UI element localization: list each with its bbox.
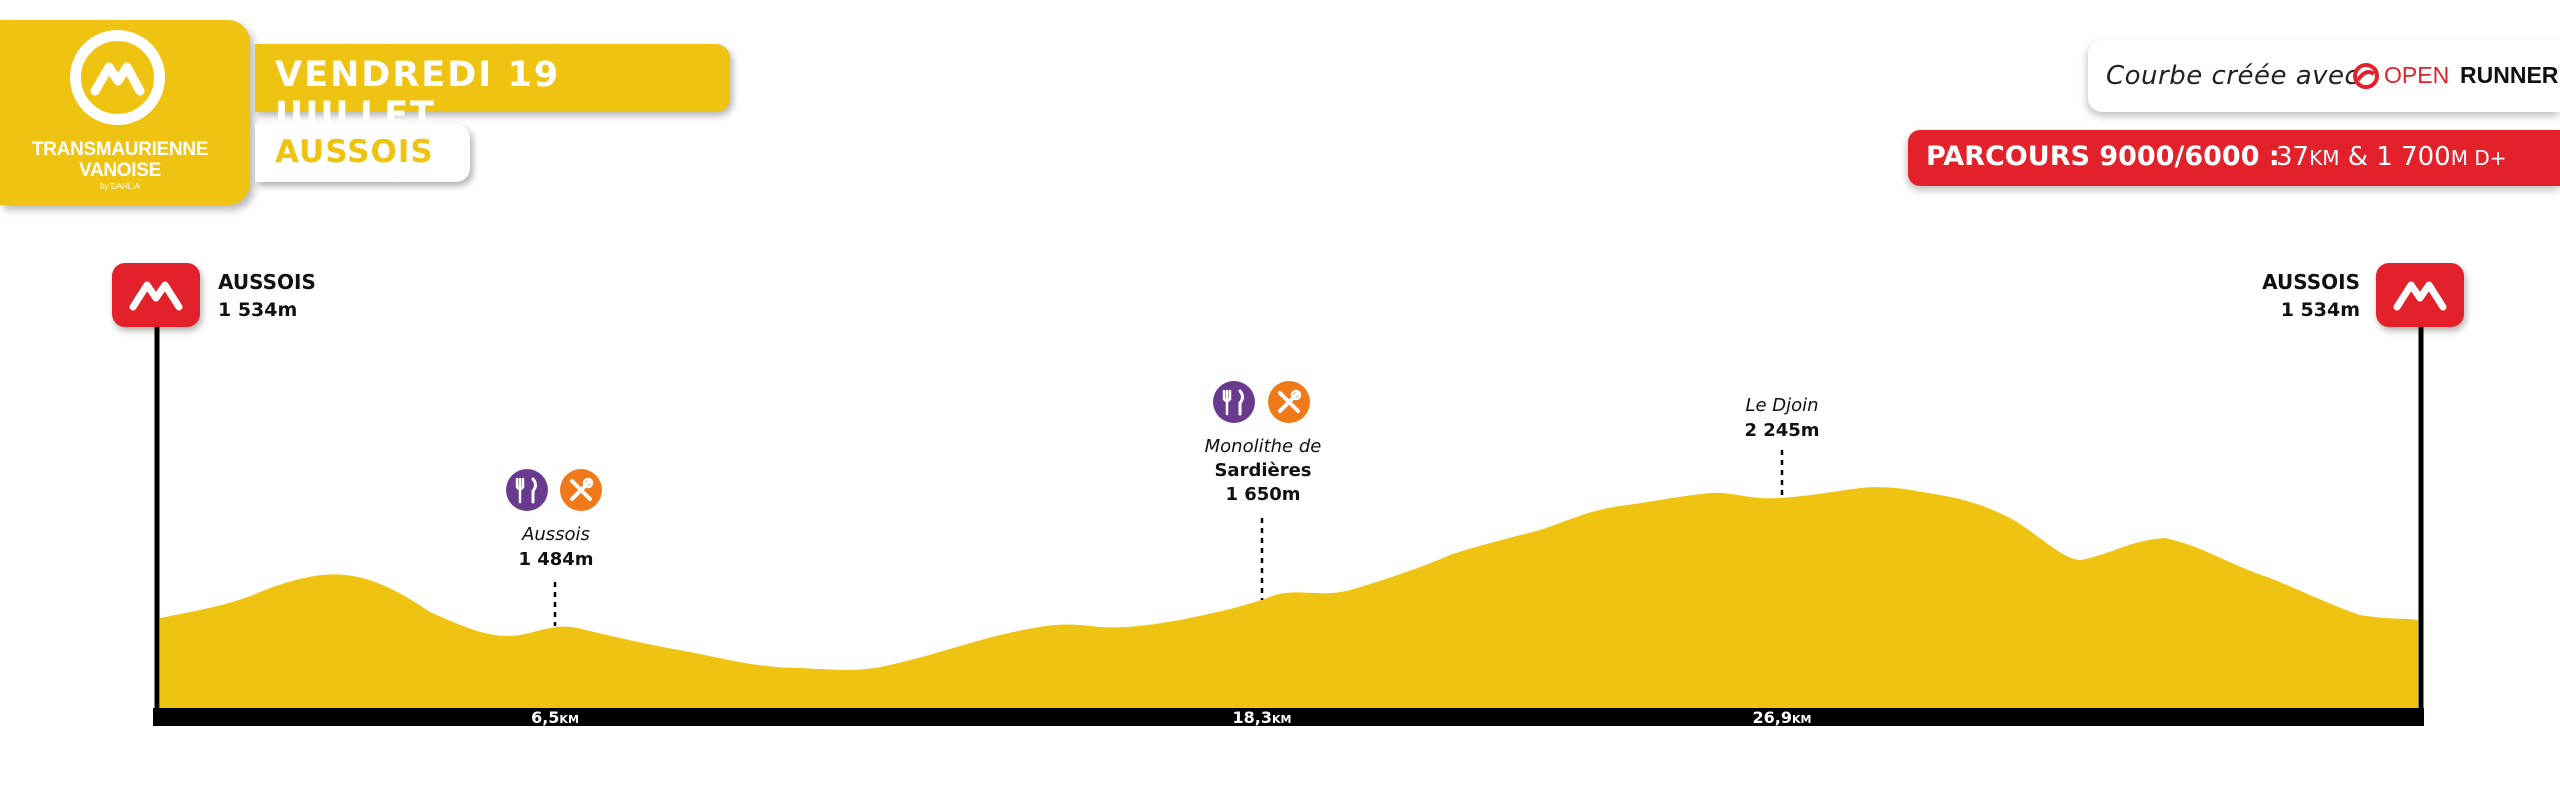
date-banner: VENDREDI 19 JUILLET [255,44,730,135]
elevation-area [160,487,2418,710]
finish-name: AUSSOIS [2262,270,2360,294]
course-banner: PARCOURS 9000/6000 : 37KM & 1 700M D+ [1908,130,2560,186]
event-date: VENDREDI 19 JUILLET [275,55,561,135]
openrunner-credit: Courbe créée avec OPEN RUNNER [2088,40,2560,112]
logo-tagline: by DAHLIA [100,182,140,191]
mountain-icon [129,281,183,311]
course-distance: 37 [2276,142,2310,172]
km-label-2: 18,3KM [1232,708,1292,727]
logo-line2: VANOISE [78,160,161,181]
distance-axis [153,708,2424,726]
repair-icon [1268,381,1310,423]
waypoint-1-name: Aussois [522,524,590,545]
waypoint-2-name-line1: Monolithe de [1204,436,1322,457]
start-altitude: 1 534m [218,299,298,321]
food-icon [506,469,548,511]
logo-mountain-icon [70,30,165,125]
event-location: AUSSOIS [275,134,434,170]
credit-text: Courbe créée avec [2106,61,2360,91]
openrunner-logo-icon [2352,62,2380,90]
finish-marker [2376,263,2464,327]
waypoint-1-altitude: 1 484m [518,549,594,570]
finish-label: AUSSOIS 1 534m [2200,268,2360,324]
course-stats: 37KM & 1 700M D+ [2276,142,2507,172]
brand-runner: RUNNER [2460,62,2559,88]
waypoint-2-altitude: 1 650m [1225,484,1301,505]
course-name: PARCOURS 9000/6000 : [1926,141,2280,172]
course-elevation-unit: M D+ [2450,146,2507,170]
finish-altitude: 1 534m [2280,299,2360,321]
food-icon [1213,381,1255,423]
course-separator: & [2347,142,2369,172]
km-label-3: 26,9KM [1752,708,1812,727]
brand-open: OPEN [2384,62,2450,88]
start-label: AUSSOIS 1 534m [218,268,316,324]
waypoint-3-name: Le Djoin [1745,395,1819,416]
mountain-icon [2393,281,2447,311]
location-banner: AUSSOIS [255,124,470,182]
start-name: AUSSOIS [218,270,316,294]
waypoint-3-altitude: 2 245m [1744,420,1820,441]
start-marker [112,263,200,327]
logo-line1: TRANSMAURIENNE [31,139,209,160]
waypoint-2-name-line2: Sardières [1214,460,1312,481]
course-elevation: 1 700 [2376,142,2451,172]
repair-icon [560,469,602,511]
km-label-1: 6,5KM [531,708,579,727]
course-distance-unit: KM [2309,146,2340,170]
brand-logo: TRANSMAURIENNE VANOISE by DAHLIA [0,20,250,205]
